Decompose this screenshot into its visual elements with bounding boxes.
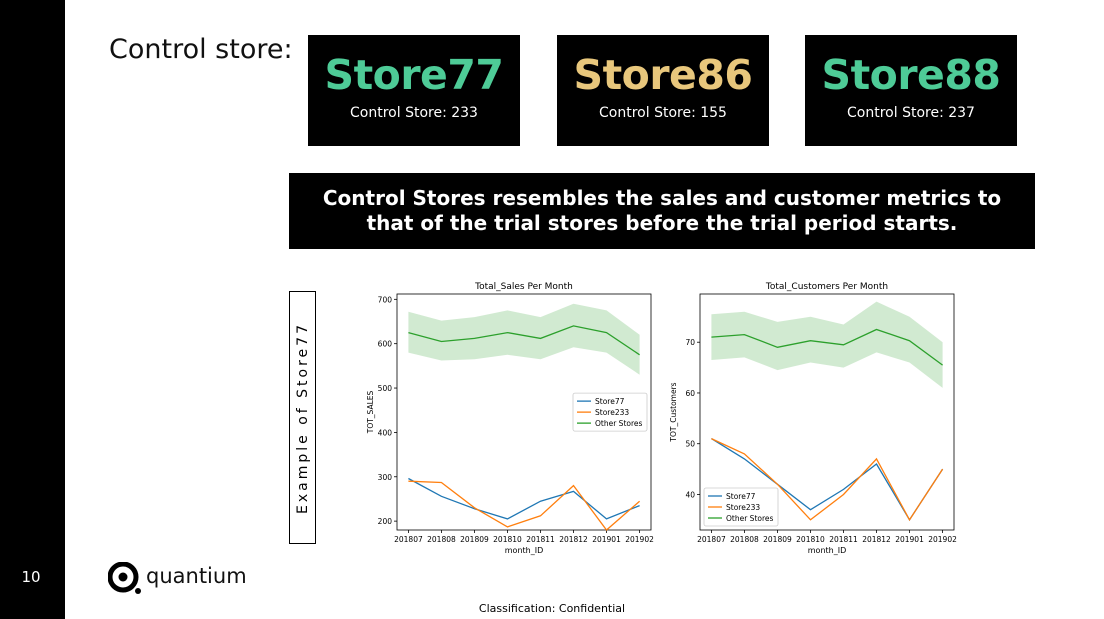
y-tick-label: 600	[378, 340, 393, 349]
y-axis-label: TOT_Customers	[669, 382, 678, 442]
store-card-store77: Store77 Control Store: 233	[308, 35, 520, 146]
x-axis-label: month_ID	[505, 546, 543, 555]
x-tick-label: 201809	[460, 535, 489, 544]
series-line-1	[408, 477, 640, 520]
y-axis-label: TOT_SALES	[366, 391, 375, 435]
legend-label: Store77	[595, 397, 625, 406]
legend-box	[703, 487, 779, 527]
x-tick-label: 201901	[592, 535, 621, 544]
x-tick-label: 201808	[427, 535, 456, 544]
series-line-2	[711, 438, 944, 522]
legend-label: Other Stores	[726, 514, 774, 523]
legend-label: Store233	[595, 408, 629, 417]
example-label-box: Example of Store77	[289, 291, 316, 544]
confidence-band	[408, 303, 640, 375]
series-line-3	[408, 325, 640, 356]
x-tick-label: 201812	[559, 535, 588, 544]
x-tick-label: 201809	[763, 535, 792, 544]
control-store-label: Control Store: 233	[350, 105, 478, 121]
page-title: Control store:	[109, 34, 293, 65]
x-tick-label: 201902	[928, 535, 957, 544]
logo-text: quantium	[146, 564, 247, 588]
x-tick-label: 201807	[394, 535, 423, 544]
x-tick-label: 201810	[493, 535, 522, 544]
left-sidebar	[0, 0, 65, 619]
x-tick-label: 201810	[796, 535, 825, 544]
chart-title: Total_Customers Per Month	[765, 282, 888, 292]
chart-2: Total_Customers Per Month 201807 201808 201…	[669, 282, 957, 555]
store-name: Store77	[324, 51, 504, 99]
y-tick-label: 50	[685, 440, 695, 449]
y-tick-label: 200	[378, 517, 393, 526]
plot-frame	[699, 293, 955, 531]
x-tick-label: 201812	[862, 535, 891, 544]
x-tick-label: 201902	[625, 535, 654, 544]
store-card-store88: Store88 Control Store: 237	[805, 35, 1017, 146]
legend-box	[572, 392, 648, 432]
x-tick-label: 201811	[829, 535, 858, 544]
plot-frame	[396, 293, 652, 531]
quantium-logo-icon	[108, 562, 141, 594]
x-tick-label: 201901	[895, 535, 924, 544]
chart-1: Total_Sales Per Month 201807 201808 201809 2…	[366, 282, 654, 555]
footer-classification: Classification: Confidential	[478, 602, 626, 615]
x-tick-label: 201807	[697, 535, 726, 544]
charts-area: Total_Sales Per Month 201807 201808 201809 2…	[366, 282, 957, 555]
series-line-3	[711, 328, 943, 366]
y-tick-label: 60	[685, 389, 695, 398]
legend-label: Other Stores	[595, 419, 643, 428]
x-axis-label: month_ID	[808, 546, 846, 555]
x-tick-label: 201811	[526, 535, 555, 544]
y-tick-label: 40	[685, 490, 695, 499]
example-label: Example of Store77	[294, 321, 311, 514]
store-name: Store88	[821, 51, 1001, 99]
control-store-label: Control Store: 155	[599, 105, 727, 121]
chart-title: Total_Sales Per Month	[474, 282, 573, 292]
y-tick-label: 300	[378, 473, 393, 482]
store-name: Store86	[573, 51, 753, 99]
y-tick-label: 70	[685, 338, 695, 347]
page-number: 10	[21, 568, 41, 586]
y-tick-label: 500	[378, 384, 393, 393]
confidence-band	[711, 301, 943, 388]
summary-banner: Control Stores resembles the sales and c…	[289, 173, 1035, 249]
control-store-label: Control Store: 237	[847, 105, 975, 121]
x-tick-label: 201808	[730, 535, 759, 544]
series-line-2	[408, 480, 641, 531]
legend-label: Store233	[726, 503, 760, 512]
banner-text: Control Stores resembles the sales and c…	[322, 186, 1002, 235]
legend-label: Store77	[726, 492, 756, 501]
store-card-store86: Store86 Control Store: 155	[557, 35, 769, 146]
y-tick-label: 700	[378, 295, 393, 304]
y-tick-label: 400	[378, 428, 393, 437]
